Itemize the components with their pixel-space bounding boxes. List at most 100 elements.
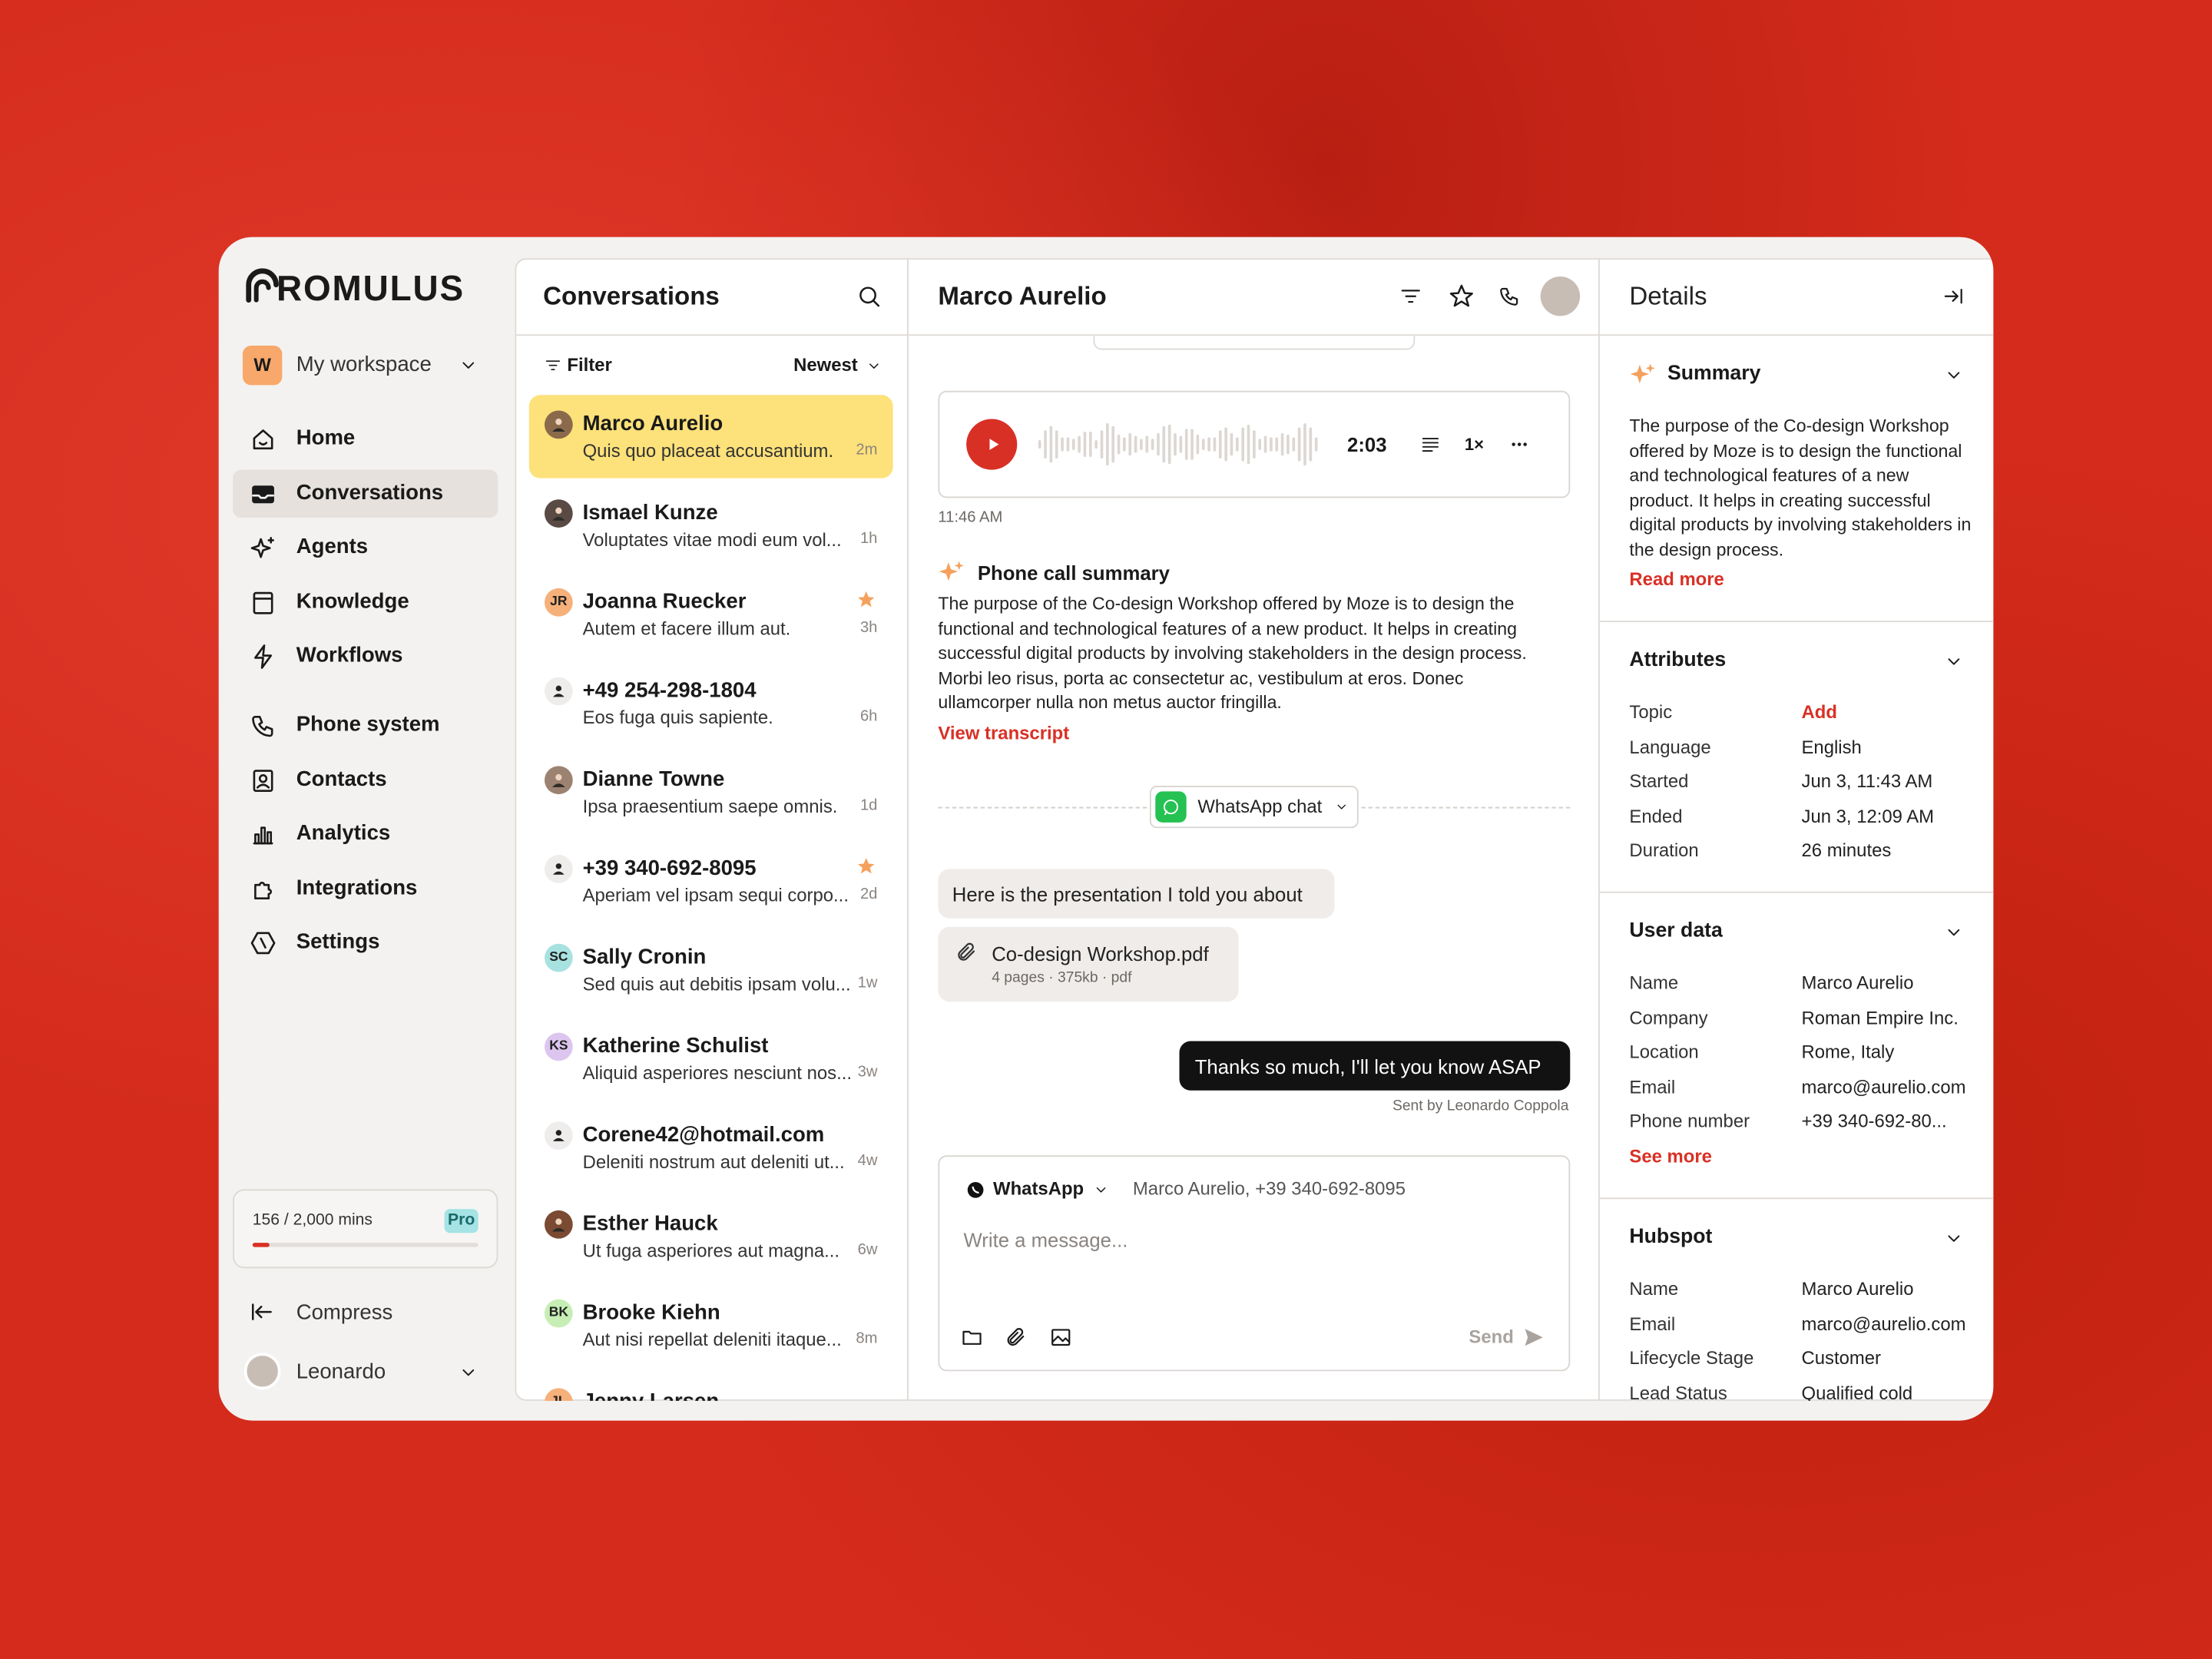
nav-item[interactable]: Conversations (296, 481, 444, 505)
channel-label: WhatsApp chat (1197, 796, 1323, 817)
filter-icon[interactable] (1399, 285, 1422, 307)
attribute-key: Phone number (1629, 1110, 1750, 1132)
attribute-value: Customer (1801, 1347, 1882, 1369)
waveform-bar (1218, 430, 1222, 459)
see-more-link[interactable]: See more (1629, 1144, 1712, 1167)
waveform-bar (1100, 429, 1104, 459)
section-title: Attributes (1629, 649, 1727, 672)
contact-name: +49 254-298-1804 (582, 678, 757, 703)
chevron-icon[interactable] (1944, 1229, 1964, 1249)
nav-item[interactable]: Phone system (296, 712, 440, 737)
attachment-bubble[interactable] (938, 926, 1239, 1002)
logo-text: ROMULUS (276, 269, 465, 310)
avatar (544, 1388, 573, 1401)
waveform-bar (1088, 432, 1092, 457)
attribute-value: Marco Aurelio (1801, 1278, 1914, 1300)
attribute-value[interactable]: Add (1801, 701, 1837, 723)
waveform-bar (1275, 438, 1279, 451)
nav-item[interactable]: Contacts (296, 767, 387, 792)
attribute-value: Marco Aurelio (1801, 972, 1914, 994)
message-preview: Voluptates vitae modi eum vol... (582, 529, 842, 551)
nav-item[interactable]: Home (296, 426, 356, 450)
user-name[interactable]: Leonardo (296, 1359, 386, 1384)
nav-item[interactable]: Settings (296, 929, 380, 954)
waveform-bar (1106, 423, 1109, 465)
usage-track (252, 1243, 478, 1247)
audio-player (938, 390, 1571, 498)
waveform-bar (1303, 423, 1306, 465)
nav-icon (252, 429, 273, 449)
attribute-key: Location (1629, 1041, 1699, 1063)
composer-channel[interactable]: WhatsApp (993, 1178, 1084, 1200)
channel-chip[interactable] (1149, 786, 1359, 829)
message-time: 1w (857, 975, 878, 992)
section-title: Summary (1667, 363, 1761, 386)
waveform-bar (1292, 437, 1296, 452)
message-time: 3w (857, 1064, 878, 1081)
call-button[interactable] (1498, 285, 1521, 307)
incoming-text: Here is the presentation I told you abou… (952, 882, 1303, 906)
message-preview: Aut nisi repellat deleniti itaque... (582, 1329, 842, 1351)
attachment-meta: 4 pages · 375kb · pdf (992, 969, 1132, 986)
waveform-bar (1190, 429, 1194, 460)
chevron-icon[interactable] (1944, 922, 1964, 942)
divider (907, 258, 909, 1401)
compress[interactable]: Compress (296, 1300, 393, 1325)
section-divider (1599, 1197, 1994, 1200)
contact-name: Corene42@hotmail.com (582, 1123, 825, 1147)
workspace-name[interactable]: My workspace (296, 353, 432, 377)
avatar (544, 1121, 573, 1150)
scrolled-item (1093, 336, 1416, 350)
chevron-icon[interactable] (1944, 366, 1964, 386)
waveform-bar (1066, 437, 1070, 452)
more-icon[interactable] (1509, 435, 1529, 455)
nav-icon (253, 644, 272, 668)
folder-button[interactable] (961, 1326, 983, 1349)
section-divider (1599, 891, 1994, 893)
transcript-link[interactable]: View transcript (938, 722, 1070, 744)
waveform-bar (1157, 432, 1160, 456)
message-preview: Quis quo placeat accusantium. (582, 440, 834, 462)
contact-name: Katherine Schulist (582, 1034, 769, 1058)
avatar-initials: JL (551, 1394, 566, 1401)
attribute-value: marco@aurelio.com (1801, 1313, 1966, 1334)
attach-button[interactable] (1005, 1326, 1027, 1349)
nav-item[interactable]: Agents (296, 535, 369, 559)
speed-button[interactable]: 1× (1464, 434, 1484, 455)
star-button[interactable] (1449, 283, 1474, 309)
chevron-icon[interactable] (1944, 652, 1964, 672)
attribute-value: +39 340-692-80... (1801, 1110, 1947, 1132)
message-input[interactable]: Write a message... (963, 1228, 1128, 1251)
contact-name: Brooke Kiehn (582, 1300, 720, 1325)
chevron-icon[interactable] (459, 356, 478, 376)
message-time: 2d (859, 886, 878, 904)
attribute-value: marco@aurelio.com (1801, 1075, 1966, 1098)
transcript-icon[interactable] (1421, 435, 1441, 455)
section-title: User data (1629, 920, 1723, 943)
image-button[interactable] (1050, 1326, 1072, 1349)
search-icon[interactable] (856, 283, 882, 309)
sort-button[interactable]: Newest (793, 354, 858, 376)
filter-button[interactable]: Filter (567, 354, 612, 376)
attribute-key: Lifecycle Stage (1629, 1347, 1754, 1369)
star-icon (858, 858, 875, 874)
nav-item[interactable]: Integrations (296, 876, 418, 900)
contact-icon (553, 1130, 565, 1141)
nav-item[interactable]: Analytics (296, 820, 391, 846)
send-button[interactable]: Send (1469, 1326, 1514, 1348)
nav-item[interactable]: Workflows (296, 643, 403, 667)
avatar (544, 943, 573, 972)
sparkle-icon (939, 561, 964, 581)
contact-name: Dianne Towne (582, 767, 725, 792)
chevron-icon[interactable] (459, 1363, 478, 1382)
collapse-button[interactable] (1942, 285, 1965, 307)
message-time: 6h (859, 708, 878, 726)
message-time: 6w (857, 1242, 878, 1260)
conversation-item[interactable] (528, 395, 893, 478)
plan-badge (444, 1209, 478, 1233)
read-more-link[interactable]: Read more (1629, 568, 1724, 591)
avatar-initials: KS (549, 1038, 568, 1055)
avatar (544, 1299, 573, 1328)
waveform-bar (1128, 432, 1132, 456)
nav-item[interactable]: Knowledge (296, 589, 409, 614)
